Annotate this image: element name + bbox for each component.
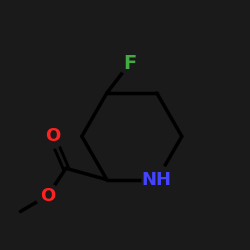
Circle shape: [36, 184, 60, 208]
Circle shape: [40, 125, 64, 148]
Text: O: O: [40, 186, 55, 204]
Circle shape: [142, 165, 172, 194]
Circle shape: [119, 52, 141, 74]
Text: F: F: [123, 54, 136, 73]
Text: O: O: [45, 128, 60, 146]
Text: NH: NH: [142, 171, 172, 189]
